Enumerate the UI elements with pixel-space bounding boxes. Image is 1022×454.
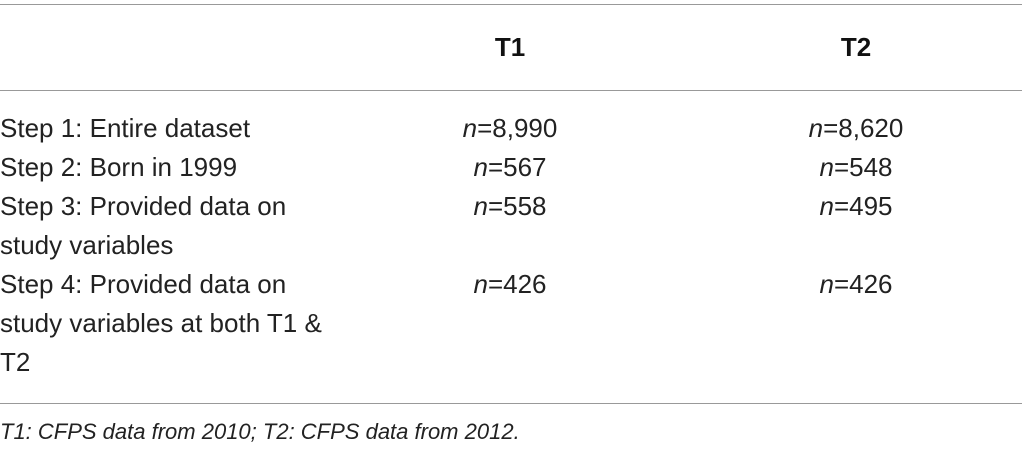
step-label: Step 2: Born in 1999 (0, 152, 238, 182)
symbol: n (819, 191, 834, 221)
count: =548 (833, 152, 893, 182)
step-label: Step 4: Provided data on study variables… (0, 269, 322, 377)
column-header (0, 5, 330, 91)
header-row: T1 T2 (0, 4, 1022, 91)
table-body: Step 1: Entire dataset n=8,990 n=8,620 Step… (0, 91, 1022, 404)
symbol: n (819, 269, 834, 299)
count: =495 (833, 191, 893, 221)
table-row: Step 3: Provided data on study variables… (0, 187, 1022, 265)
footnote: T1: CFPS data from 2010; T2: CFPS data f… (0, 419, 520, 444)
symbol: n (462, 113, 478, 143)
count-cell: n=558 (330, 187, 690, 265)
count-cell: n=8,620 (690, 91, 1022, 149)
count: =8,990 (477, 113, 558, 143)
table-row: Step 2: Born in 1999 n=567 n=548 (0, 148, 1022, 187)
count: =567 (487, 152, 547, 182)
symbol: n (473, 152, 488, 182)
count-cell: n=426 (330, 265, 690, 404)
step-label: Step 3: Provided data on study variables (0, 191, 287, 260)
table-row: Step 1: Entire dataset n=8,990 n=8,620 (0, 91, 1022, 149)
count-cell: n=548 (690, 148, 1022, 187)
symbol: n (473, 269, 488, 299)
count: =558 (487, 191, 547, 221)
symbol: n (473, 191, 488, 221)
symbol: n (819, 152, 834, 182)
table-row: Step 4: Provided data on study variables… (0, 265, 1022, 404)
count-cell: n=495 (690, 187, 1022, 265)
column-header: T2 (840, 32, 872, 62)
step-label: Step 1: Entire dataset (0, 113, 251, 143)
count-cell: n=426 (690, 265, 1022, 404)
column-header: T1 (494, 32, 526, 62)
count: =426 (487, 269, 547, 299)
count-cell: n=567 (330, 148, 690, 187)
count-cell: n=8,990 (330, 91, 690, 149)
symbol: n (808, 113, 824, 143)
count: =8,620 (823, 113, 904, 143)
data-table: T1 T2 Step 1: Entire dataset n=8,990 n=8,62… (0, 4, 1022, 404)
count: =426 (833, 269, 893, 299)
